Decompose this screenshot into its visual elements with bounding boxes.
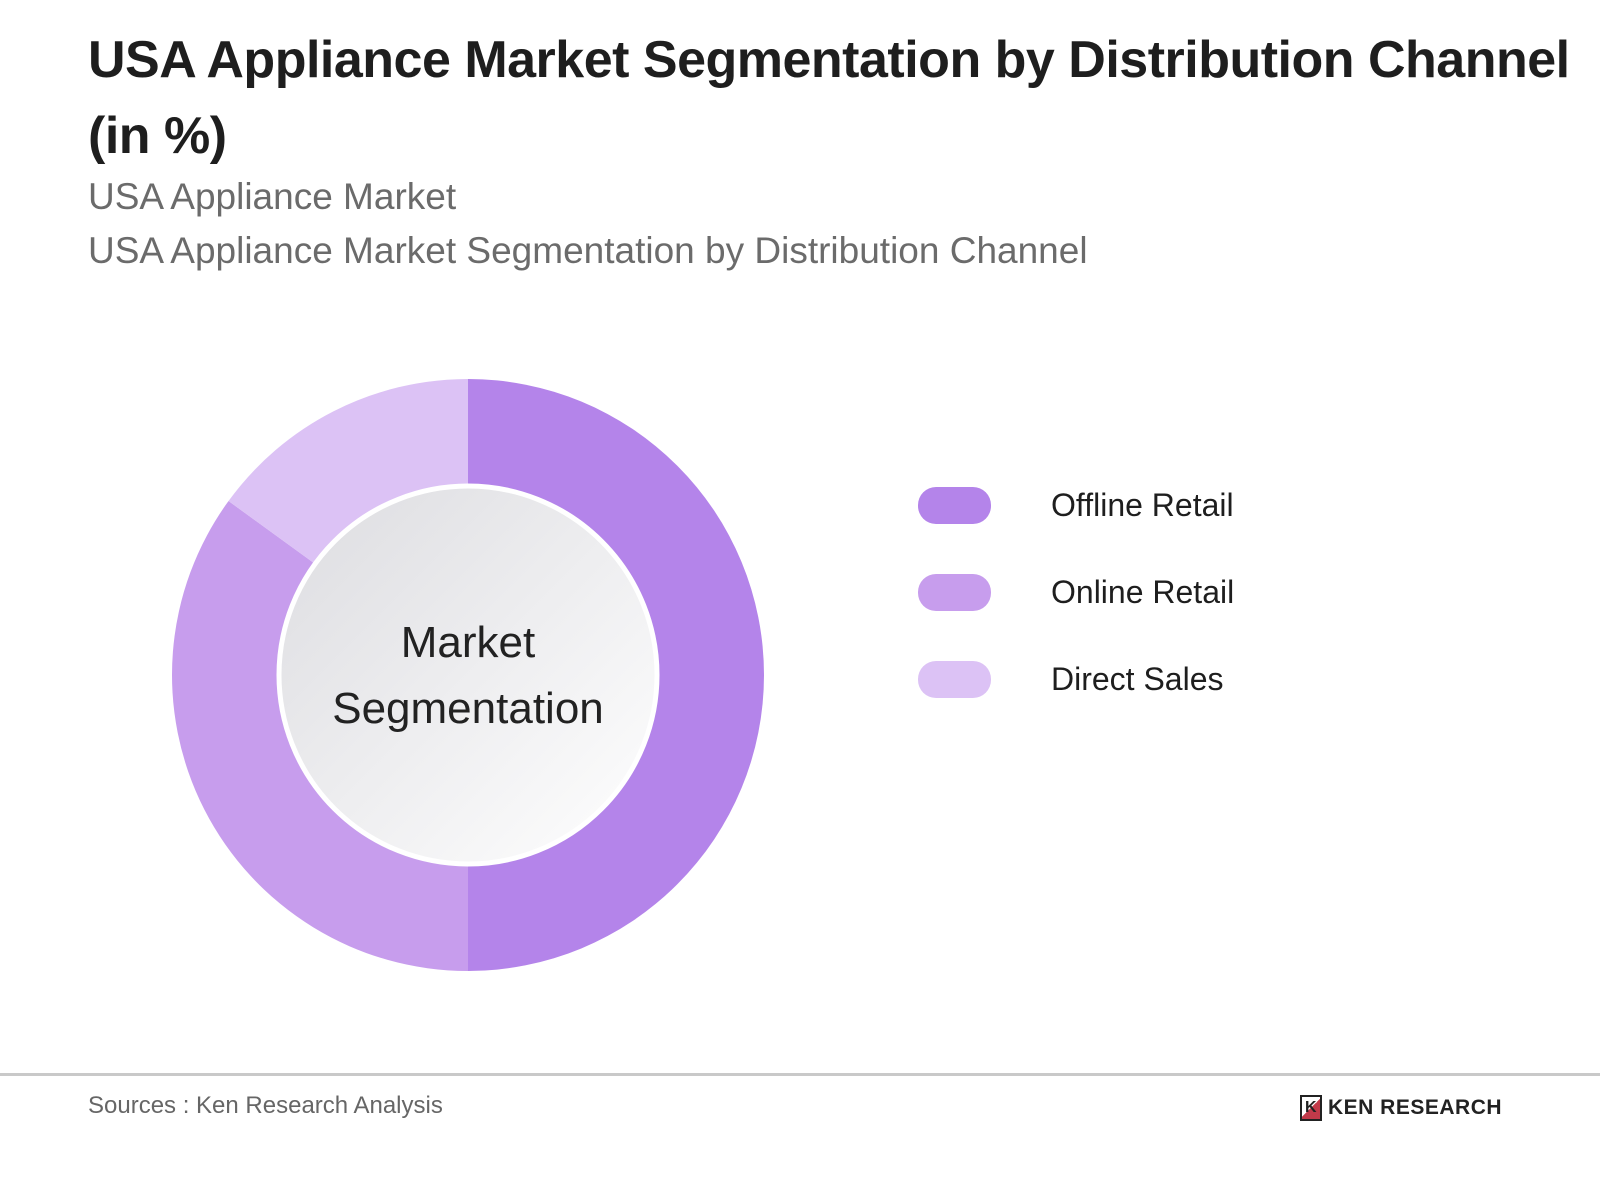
donut-center	[276, 483, 660, 867]
legend-label: Online Retail	[1051, 574, 1235, 610]
legend-swatch	[918, 487, 991, 524]
ken-research-logo: K KEN RESEARCH	[1300, 1095, 1502, 1121]
legend-label: Offline Retail	[1051, 487, 1234, 523]
legend: Offline Retail Online Retail Direct Sale…	[918, 462, 1234, 723]
legend-item-online-retail[interactable]: Online Retail	[918, 549, 1234, 636]
logo-k-icon: K	[1300, 1095, 1322, 1121]
chart-subtitle-2: USA Appliance Market Segmentation by Dis…	[88, 230, 1088, 271]
chart-title: USA Appliance Market Segmentation by Dis…	[88, 31, 1570, 165]
source-note: Sources : Ken Research Analysis	[88, 1092, 443, 1119]
chart-subtitle: USA Appliance Market	[88, 176, 457, 217]
center-label: Market Segmentation	[332, 618, 604, 733]
legend-item-direct-sales[interactable]: Direct Sales	[918, 636, 1234, 723]
logo-text: KEN RESEARCH	[1328, 1096, 1503, 1119]
legend-swatch	[918, 661, 991, 698]
legend-swatch	[918, 574, 991, 611]
footer-divider	[0, 1073, 1600, 1076]
legend-item-offline-retail[interactable]: Offline Retail	[918, 462, 1234, 549]
legend-label: Direct Sales	[1051, 661, 1224, 697]
